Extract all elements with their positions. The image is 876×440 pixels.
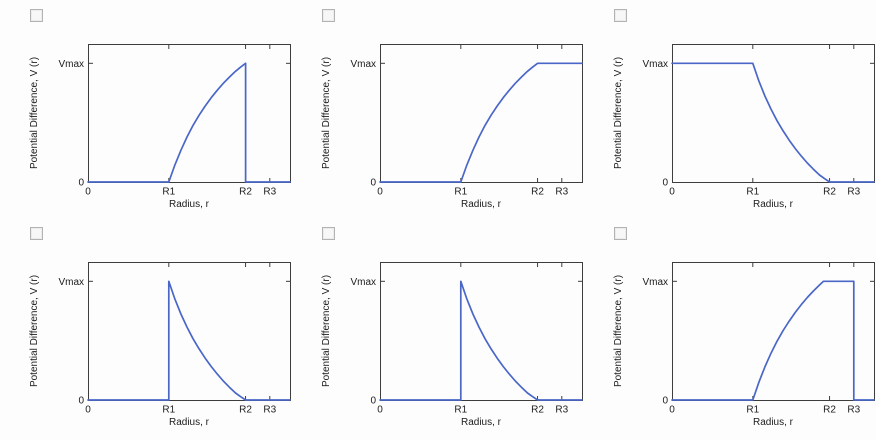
x-axis-label: Radius, r xyxy=(461,199,502,210)
y-tick-label: 0 xyxy=(370,178,376,189)
x-tick-label: R2 xyxy=(823,187,836,198)
option-6-checkbox[interactable] xyxy=(614,227,627,240)
x-tick-label: R3 xyxy=(555,187,568,198)
x-tick-label: 0 xyxy=(669,187,675,198)
plot-frame xyxy=(672,262,875,401)
plot-frame xyxy=(88,44,291,183)
option-4-chart: 0 R1 R2 R3 Vmax 0 Radius, r Potential Differenc… xyxy=(0,218,292,435)
x-axis-label: Radius, r xyxy=(461,417,502,428)
y-axis-label: Potential Difference, V (r) xyxy=(29,275,40,387)
x-tick-label: R2 xyxy=(239,405,252,416)
y-tick-label: 0 xyxy=(370,396,376,407)
x-tick-label: R1 xyxy=(162,187,175,198)
x-tick-label: R3 xyxy=(263,187,276,198)
plot-frame xyxy=(88,262,291,401)
v-r-curve xyxy=(379,280,583,401)
option-cell-6: 0 R1 R2 R3 Vmax 0 Radius, r Potential Differenc… xyxy=(584,218,876,435)
x-axis-label: Radius, r xyxy=(753,199,794,210)
y-axis-label: Potential Difference, V (r) xyxy=(613,57,624,169)
option-5-checkbox[interactable] xyxy=(322,227,335,240)
x-tick-label: 0 xyxy=(377,187,383,198)
v-r-curve xyxy=(671,280,875,401)
y-tick-label: Vmax xyxy=(58,59,84,70)
chart-svg: 0 R1 R2 R3 Vmax 0 Radius, r Potential Differenc… xyxy=(613,44,875,210)
option-1-chart: 0 R1 R2 R3 Vmax 0 Radius, r Potential Differenc… xyxy=(0,0,292,217)
option-4-checkbox[interactable] xyxy=(30,227,43,240)
x-axis-label: Radius, r xyxy=(753,417,794,428)
v-r-curve xyxy=(379,62,583,183)
y-axis-label: Potential Difference, V (r) xyxy=(613,275,624,387)
x-axis-label: Radius, r xyxy=(169,417,210,428)
option-cell-2: 0 R1 R2 R3 Vmax 0 Radius, r Potential Differenc… xyxy=(292,0,584,217)
x-tick-label: R2 xyxy=(823,405,836,416)
y-axis-label: Potential Difference, V (r) xyxy=(321,57,332,169)
y-tick-label: Vmax xyxy=(58,277,84,288)
y-tick-label: 0 xyxy=(78,178,84,189)
option-cell-5: 0 R1 R2 R3 Vmax 0 Radius, r Potential Differenc… xyxy=(292,218,584,435)
x-tick-label: R1 xyxy=(746,187,759,198)
option-3-chart: 0 R1 R2 R3 Vmax 0 Radius, r Potential Differenc… xyxy=(584,0,876,217)
chart-svg: 0 R1 R2 R3 Vmax 0 Radius, r Potential Differenc… xyxy=(29,262,291,428)
option-3-checkbox[interactable] xyxy=(614,9,627,22)
plot-frame xyxy=(380,262,583,401)
option-1-checkbox[interactable] xyxy=(30,9,43,22)
x-tick-label: R3 xyxy=(263,405,276,416)
y-tick-label: Vmax xyxy=(642,59,668,70)
x-tick-label: R2 xyxy=(531,405,544,416)
x-tick-label: R1 xyxy=(454,187,467,198)
y-tick-label: 0 xyxy=(78,396,84,407)
x-tick-label: 0 xyxy=(85,187,91,198)
y-tick-label: Vmax xyxy=(350,277,376,288)
x-tick-label: R2 xyxy=(239,187,252,198)
x-tick-label: 0 xyxy=(669,405,675,416)
v-r-curve xyxy=(87,62,291,183)
x-axis-label: Radius, r xyxy=(169,199,210,210)
y-tick-label: 0 xyxy=(662,396,668,407)
y-tick-label: Vmax xyxy=(350,59,376,70)
x-tick-label: 0 xyxy=(377,405,383,416)
option-5-chart: 0 R1 R2 R3 Vmax 0 Radius, r Potential Differenc… xyxy=(292,218,584,435)
v-r-curve xyxy=(87,280,291,401)
chart-svg: 0 R1 R2 R3 Vmax 0 Radius, r Potential Differenc… xyxy=(29,44,291,210)
option-2-checkbox[interactable] xyxy=(322,9,335,22)
y-tick-label: Vmax xyxy=(642,277,668,288)
option-2-chart: 0 R1 R2 R3 Vmax 0 Radius, r Potential Differenc… xyxy=(292,0,584,217)
y-axis-label: Potential Difference, V (r) xyxy=(29,57,40,169)
option-cell-1: 0 R1 R2 R3 Vmax 0 Radius, r Potential Differenc… xyxy=(0,0,292,217)
option-6-chart: 0 R1 R2 R3 Vmax 0 Radius, r Potential Differenc… xyxy=(584,218,876,435)
v-r-curve xyxy=(671,62,875,183)
x-tick-label: R1 xyxy=(746,405,759,416)
chart-svg: 0 R1 R2 R3 Vmax 0 Radius, r Potential Differenc… xyxy=(613,262,875,428)
y-tick-label: 0 xyxy=(662,178,668,189)
x-tick-label: R3 xyxy=(847,405,860,416)
chart-svg: 0 R1 R2 R3 Vmax 0 Radius, r Potential Differenc… xyxy=(321,262,583,428)
option-cell-3: 0 R1 R2 R3 Vmax 0 Radius, r Potential Differenc… xyxy=(584,0,876,217)
plot-frame xyxy=(380,44,583,183)
x-tick-label: R3 xyxy=(847,187,860,198)
x-tick-label: R1 xyxy=(454,405,467,416)
option-cell-4: 0 R1 R2 R3 Vmax 0 Radius, r Potential Differenc… xyxy=(0,218,292,435)
plot-frame xyxy=(672,44,875,183)
y-axis-label: Potential Difference, V (r) xyxy=(321,275,332,387)
x-tick-label: R1 xyxy=(162,405,175,416)
x-tick-label: R2 xyxy=(531,187,544,198)
x-tick-label: 0 xyxy=(85,405,91,416)
chart-svg: 0 R1 R2 R3 Vmax 0 Radius, r Potential Differenc… xyxy=(321,44,583,210)
x-tick-label: R3 xyxy=(555,405,568,416)
